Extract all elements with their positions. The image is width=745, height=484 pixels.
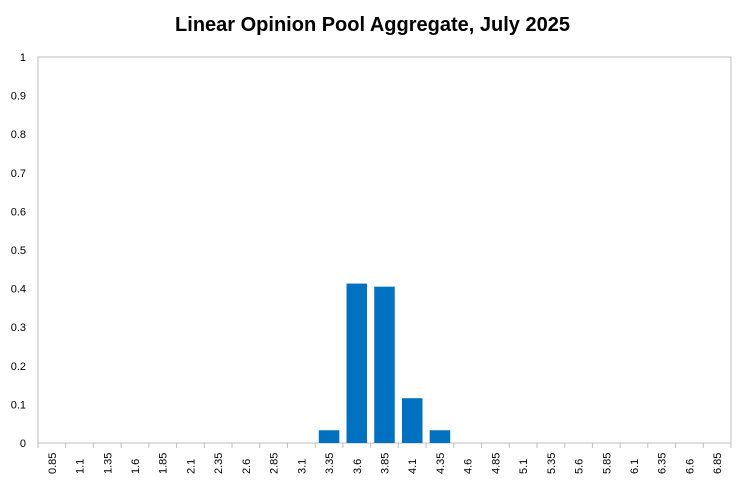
y-tick-label: 0 bbox=[20, 438, 26, 450]
x-tick-label: 5.1 bbox=[518, 459, 530, 474]
x-tick-label: 3.35 bbox=[324, 453, 336, 474]
x-tick-label: 2.85 bbox=[269, 453, 281, 474]
x-tick-label: 6.6 bbox=[684, 459, 696, 474]
y-tick-label: 1 bbox=[20, 52, 26, 64]
x-tick-label: 4.6 bbox=[463, 459, 475, 474]
x-axis-labels: 0.85 1.1 1.35 1.6 1.85 2.1 2.35 2.6 2.85 3.1 3.35 3… bbox=[47, 453, 724, 474]
y-tick-label: 0.7 bbox=[11, 168, 26, 180]
y-tick-label: 0.5 bbox=[11, 245, 26, 257]
bar-series bbox=[318, 283, 451, 443]
x-tick-label: 1.35 bbox=[102, 453, 114, 474]
x-tick-label: 4.1 bbox=[407, 459, 419, 474]
x-tick-label: 0.85 bbox=[47, 453, 59, 474]
bar bbox=[318, 430, 340, 443]
x-tick-label: 3.1 bbox=[296, 459, 308, 474]
x-tick-label: 3.85 bbox=[380, 453, 392, 474]
x-tick-label: 2.1 bbox=[185, 459, 197, 474]
y-tick-label: 0.2 bbox=[11, 361, 26, 373]
y-tick-label: 0.6 bbox=[11, 206, 26, 218]
x-tick-label: 2.6 bbox=[241, 459, 253, 474]
bar bbox=[401, 398, 423, 443]
x-tick-label: 6.85 bbox=[712, 453, 724, 474]
x-tick-label: 1.1 bbox=[75, 459, 87, 474]
bar bbox=[374, 286, 395, 443]
y-tick-label: 0.8 bbox=[11, 129, 26, 141]
x-tick-label: 5.85 bbox=[601, 453, 613, 474]
bar bbox=[429, 430, 451, 443]
y-tick-label: 0.3 bbox=[11, 322, 26, 334]
y-tick-label: 0.9 bbox=[11, 91, 26, 103]
x-tick-label: 4.35 bbox=[435, 453, 447, 474]
x-tick-label: 5.6 bbox=[574, 459, 586, 474]
y-tick-label: 0.1 bbox=[11, 399, 26, 411]
x-tick-label: 5.35 bbox=[546, 453, 558, 474]
y-axis-labels: 0 0.1 0.2 0.3 0.4 0.5 0.6 0.7 0.8 0.9 1 bbox=[11, 52, 26, 450]
x-tick-label: 6.1 bbox=[629, 459, 641, 474]
x-tick-label: 6.35 bbox=[657, 453, 669, 474]
x-tick-label: 1.6 bbox=[130, 459, 142, 474]
bar bbox=[346, 283, 368, 443]
x-tick-label: 2.35 bbox=[213, 453, 225, 474]
x-tick-label: 3.6 bbox=[352, 459, 364, 474]
y-tick-label: 0.4 bbox=[11, 284, 26, 296]
chart-title: Linear Opinion Pool Aggregate, July 2025 bbox=[175, 14, 570, 36]
x-tick-label: 4.85 bbox=[490, 453, 502, 474]
x-tick-label: 1.85 bbox=[158, 453, 170, 474]
x-axis-ticks bbox=[37, 443, 732, 448]
